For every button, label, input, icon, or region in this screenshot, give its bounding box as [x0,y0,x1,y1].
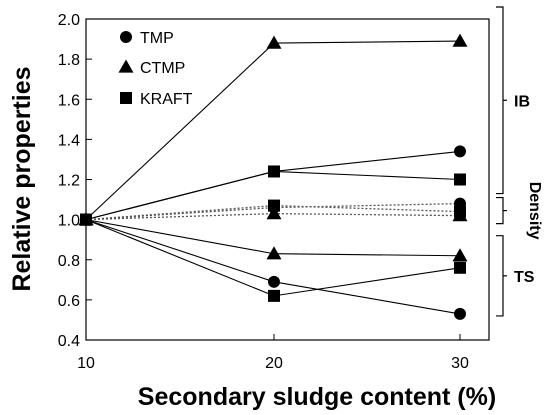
series-lines [85,40,461,315]
ts-kraft-point [268,289,280,302]
ib-kraft-point [454,173,466,186]
x-tick-label: 20 [265,355,283,372]
ts-kraft-point [80,213,92,226]
x-axis-ticks: 10 20 30 [77,334,469,372]
density-kraft-point [268,199,280,212]
y-tick-label: 1.4 [58,132,80,149]
y-tick-label: 2.0 [58,12,80,29]
y-tick-label: 0.6 [58,293,80,310]
legend-ctmp-marker [118,59,134,73]
legend-kraft-label: KRAFT [140,91,193,108]
x-axis-label: Secondary sludge content (%) [138,383,496,411]
density-bracket [496,196,504,225]
ts-group-label: TS [514,269,535,286]
y-axis-label: Relative properties [8,66,36,291]
density-kraft-point [454,205,466,218]
ib-bracket [496,6,504,195]
ts-ctmp-point [452,248,468,262]
y-tick-label: 1.6 [58,92,80,109]
ts-tmp-point [268,275,280,288]
ib-kraft-point [268,165,280,178]
ib-ctmp-point [266,35,282,49]
legend-kraft-marker [120,92,132,104]
legend-tmp-marker [120,31,132,43]
legend-tmp-label: TMP [140,30,174,47]
ts-bracket [496,235,504,317]
series-markers [78,33,468,320]
y-tick-label: 0.4 [58,333,80,350]
ib-group-label: IB [514,93,530,110]
legend: TMP CTMP KRAFT [118,30,193,108]
ib-tmp-point [454,145,466,158]
x-tick-label: 30 [451,355,469,372]
density-group-label: Density [526,182,543,240]
ts-kraft-point [454,261,466,274]
y-tick-label: 0.8 [58,253,80,270]
y-tick-label: 1.0 [58,213,80,230]
group-brackets: IB Density TS [496,6,543,317]
ts-tmp-point [454,307,466,320]
x-tick-label: 10 [77,355,95,372]
ib-ctmp-point [452,33,468,47]
y-tick-label: 1.8 [58,52,80,69]
y-tick-label: 1.2 [58,173,80,190]
legend-ctmp-label: CTMP [140,60,185,77]
y-axis-ticks: 0.4 0.6 0.8 1.0 1.2 1.4 1.6 1.8 2.0 [58,12,92,350]
density-ctmp-point [266,206,282,220]
ts-ctmp-point [266,246,282,260]
